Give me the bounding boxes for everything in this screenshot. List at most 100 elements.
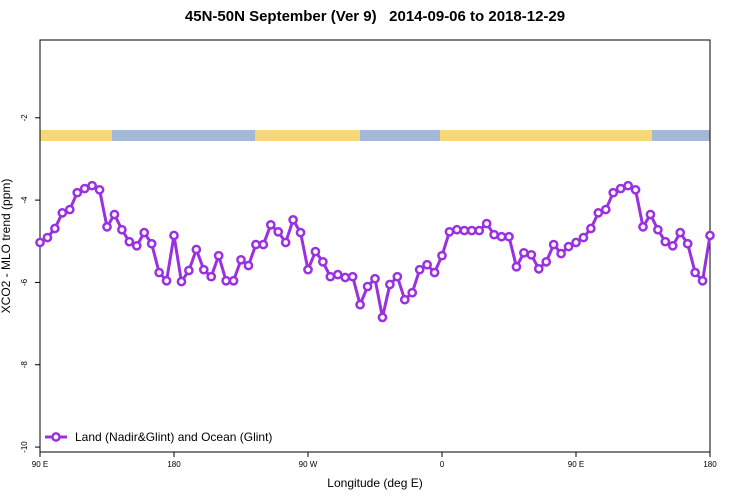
x-axis-label: Longitude (deg E) [327, 476, 422, 490]
data-point [288, 215, 298, 225]
y-tick-label: -6 [20, 278, 29, 286]
data-point [362, 281, 373, 292]
data-point [310, 246, 321, 257]
data-point [504, 231, 514, 242]
data-point [251, 239, 261, 250]
data-point [608, 187, 619, 198]
data-point [429, 267, 440, 278]
data-point [325, 271, 336, 282]
data-point [414, 264, 425, 275]
data-point [64, 204, 75, 215]
ocean [360, 130, 440, 141]
x-tick-label: 180 [703, 460, 717, 469]
data-point [511, 261, 522, 272]
data-line [39, 184, 712, 319]
data-point [213, 250, 224, 261]
data-point [265, 219, 276, 230]
data-point [638, 222, 648, 232]
data-point [347, 271, 358, 282]
x-tick-label: 180 [167, 460, 181, 469]
data-point [422, 259, 432, 270]
data-point [131, 240, 142, 251]
data-point [340, 272, 351, 283]
data-point [615, 183, 626, 194]
land [255, 130, 360, 141]
data-point [102, 222, 112, 232]
data-point [206, 271, 217, 282]
x-tick-label: 90 W [299, 460, 318, 469]
data-point [697, 275, 708, 286]
data-point [519, 247, 529, 258]
data-point [667, 240, 678, 251]
data-point [705, 230, 715, 241]
data-point [392, 271, 403, 282]
x-tick-label: 0 [440, 460, 445, 469]
data-point [377, 312, 388, 323]
ocean [652, 130, 710, 141]
data-point [169, 230, 179, 241]
data-point [161, 275, 172, 286]
data-point [124, 236, 135, 247]
y-tick-label: -2 [20, 114, 29, 122]
data-point [191, 244, 202, 255]
data-point [653, 224, 663, 235]
data-point [94, 184, 105, 195]
data-point [600, 204, 611, 215]
data-point [399, 294, 410, 305]
y-tick-label: -4 [20, 196, 29, 204]
data-point [571, 237, 581, 248]
data-point [176, 276, 187, 287]
x-tick-label: 90 E [32, 460, 48, 469]
data-point [563, 241, 574, 252]
data-point [496, 231, 507, 242]
data-point [541, 256, 552, 267]
data-point [57, 208, 68, 218]
data-point [556, 248, 566, 259]
data-point [548, 239, 559, 250]
x-tick-label: 90 E [568, 460, 584, 469]
data-point [154, 267, 164, 278]
chart-title: 45N-50N September (Ver 9) 2014-09-06 to … [185, 8, 565, 25]
land [440, 130, 652, 141]
data-point [593, 208, 604, 218]
data-point [221, 275, 231, 286]
data-point [370, 273, 380, 284]
data-point [79, 183, 90, 194]
data-point [623, 180, 633, 191]
data-point [318, 256, 328, 267]
data-point [474, 225, 485, 236]
legend-marker [51, 432, 61, 442]
data-point [146, 238, 157, 249]
ocean [112, 130, 255, 141]
data-point [72, 187, 83, 198]
data-point [690, 267, 700, 278]
data-point [139, 227, 150, 238]
data-point [228, 275, 239, 286]
data-point [481, 218, 492, 229]
data-point [489, 229, 499, 240]
data-point [109, 209, 120, 220]
data-point [87, 180, 97, 191]
data-point [35, 237, 45, 248]
data-point [533, 263, 544, 274]
data-point [243, 260, 254, 271]
data-point [332, 269, 343, 280]
data-point [258, 239, 269, 250]
data-point [660, 236, 671, 247]
data-point [437, 250, 447, 261]
data-point [459, 225, 470, 236]
data-point [385, 279, 395, 290]
legend-label: Land (Nadir&Glint) and Ocean (Glint) [75, 430, 272, 444]
y-tick-label: -10 [20, 441, 29, 453]
data-point [303, 264, 313, 275]
data-point [526, 249, 537, 260]
data-point [578, 232, 589, 243]
y-tick-label: -8 [20, 361, 29, 369]
data-point [586, 223, 596, 234]
data-point [273, 226, 284, 237]
data-point [452, 224, 462, 235]
data-point [407, 287, 418, 298]
data-point [675, 227, 686, 238]
data-point [682, 238, 693, 249]
